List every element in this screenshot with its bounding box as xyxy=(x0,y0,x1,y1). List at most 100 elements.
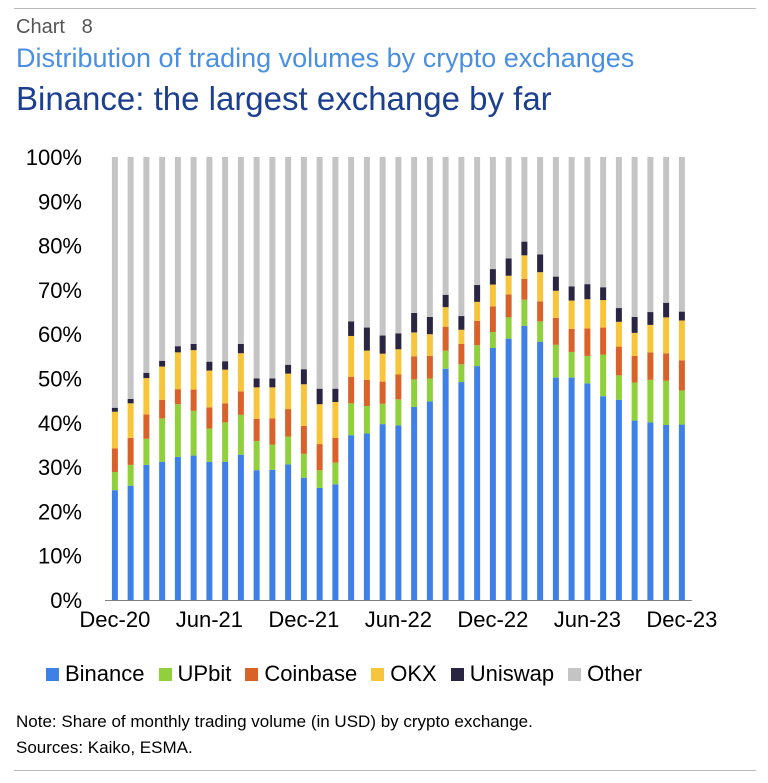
top-rule xyxy=(14,8,756,9)
legend-swatch xyxy=(158,667,172,681)
bar-segment-okx xyxy=(222,369,229,404)
bar-segment-coinbase xyxy=(395,374,402,400)
chart-subtitle: Distribution of trading volumes by crypt… xyxy=(16,43,635,73)
bottom-rule xyxy=(14,770,756,771)
bar-segment-upbit xyxy=(316,470,323,488)
bar-segment-other xyxy=(474,157,481,286)
bar-segment-other xyxy=(568,157,575,287)
bar-segment-coinbase xyxy=(442,326,449,351)
bars xyxy=(111,157,685,600)
bar-segment-uniswap xyxy=(678,311,685,321)
stacked-bar-chart: 0% 10% 20% 30% 40% 50% 60% 70% 80% 90% 100% Dec-20… xyxy=(26,145,718,632)
bar-segment-upbit xyxy=(663,380,670,426)
bar-segment-binance xyxy=(568,377,575,600)
bar-segment-other xyxy=(159,157,166,361)
x-tick-label: Dec-23 xyxy=(646,607,717,632)
bar-segment-other xyxy=(174,157,181,347)
bar-segment-okx xyxy=(505,275,512,295)
bar-segment-coinbase xyxy=(253,418,260,441)
bar-segment-uniswap xyxy=(222,361,229,370)
bar-segment-uniswap xyxy=(285,364,292,374)
bar-segment-binance xyxy=(584,383,591,600)
legend-swatch xyxy=(568,667,582,681)
x-tick-label: Dec-21 xyxy=(268,607,339,632)
bar-segment-binance xyxy=(111,490,118,600)
bar-segment-other xyxy=(348,157,355,322)
y-tick-label: 70% xyxy=(38,278,82,303)
legend-label: Other xyxy=(587,661,643,686)
y-axis: 0% 10% 20% 30% 40% 50% 60% 70% 80% 90% 100% xyxy=(26,145,82,613)
bar-segment-okx xyxy=(206,370,213,408)
bar-segment-coinbase xyxy=(127,437,134,465)
bar-segment-upbit xyxy=(253,440,260,471)
bar-segment-other xyxy=(489,157,496,270)
bar-segment-okx xyxy=(348,335,355,377)
bar-segment-coinbase xyxy=(111,448,118,472)
y-tick-label: 60% xyxy=(38,322,82,347)
bar-segment-okx xyxy=(631,332,638,356)
bar-segment-other xyxy=(237,157,244,344)
bar-segment-binance xyxy=(363,433,370,600)
legend-item-coinbase: Coinbase xyxy=(245,661,357,687)
bar-segment-uniswap xyxy=(568,286,575,301)
bar-segment-okx xyxy=(379,353,386,382)
bar-segment-upbit xyxy=(474,345,481,367)
bar-segment-binance xyxy=(159,461,166,600)
bar-segment-okx xyxy=(474,301,481,321)
bar-segment-uniswap xyxy=(237,343,244,354)
bar-segment-coinbase xyxy=(552,317,559,345)
bar-segment-coinbase xyxy=(222,403,229,423)
bar-segment-okx xyxy=(363,350,370,380)
legend-label: Uniswap xyxy=(469,661,555,686)
y-tick-label: 90% xyxy=(38,189,82,214)
bar-segment-other xyxy=(600,157,607,288)
bar-segment-coinbase xyxy=(332,437,339,463)
bar-segment-coinbase xyxy=(300,425,307,454)
bar-segment-upbit xyxy=(537,321,544,342)
bar-segment-upbit xyxy=(584,355,591,384)
bar-segment-upbit xyxy=(552,344,559,378)
y-tick-label: 50% xyxy=(38,367,82,392)
bar-segment-okx xyxy=(458,329,465,344)
bar-segment-coinbase xyxy=(474,320,481,346)
bar-segment-binance xyxy=(237,454,244,600)
bar-segment-uniswap xyxy=(300,369,307,385)
y-tick-label: 30% xyxy=(38,455,82,480)
bar-segment-coinbase xyxy=(458,343,465,365)
chart-title: Binance: the largest exchange by far xyxy=(16,80,552,117)
y-tick-label: 100% xyxy=(26,145,82,170)
bar-segment-okx xyxy=(285,373,292,410)
bar-segment-other xyxy=(615,157,622,309)
bar-segment-binance xyxy=(458,382,465,600)
bar-segment-coinbase xyxy=(631,355,638,383)
legend-swatch xyxy=(245,667,259,681)
bar-segment-upbit xyxy=(395,399,402,426)
x-axis: Dec-20 Jun-21 Dec-21 Jun-22 Dec-22 Jun-23 Dec-… xyxy=(79,600,717,632)
bar-segment-binance xyxy=(316,487,323,600)
bar-segment-okx xyxy=(237,353,244,392)
bar-segment-uniswap xyxy=(663,302,670,318)
bar-segment-upbit xyxy=(174,404,181,457)
bar-segment-uniswap xyxy=(332,388,339,402)
bar-segment-binance xyxy=(631,420,638,600)
bar-segment-other xyxy=(332,157,339,389)
bar-segment-other xyxy=(458,157,465,317)
bar-segment-binance xyxy=(348,435,355,600)
bar-segment-other xyxy=(206,157,213,362)
bar-segment-upbit xyxy=(521,299,528,326)
bar-segment-uniswap xyxy=(584,284,591,300)
y-tick-label: 0% xyxy=(50,588,82,613)
bar-segment-upbit xyxy=(206,428,213,462)
bar-segment-binance xyxy=(678,424,685,600)
bar-segment-other xyxy=(552,157,559,277)
bar-segment-other xyxy=(222,157,229,362)
legend-label: OKX xyxy=(390,661,437,686)
bar-segment-okx xyxy=(537,272,544,302)
bar-segment-coinbase xyxy=(568,328,575,352)
bar-segment-coinbase xyxy=(143,414,150,439)
bar-segment-binance xyxy=(647,422,654,600)
legend-label: Coinbase xyxy=(264,661,358,686)
bar-segment-coinbase xyxy=(663,353,670,381)
bar-segment-other xyxy=(143,157,150,373)
bar-segment-upbit xyxy=(348,403,355,436)
